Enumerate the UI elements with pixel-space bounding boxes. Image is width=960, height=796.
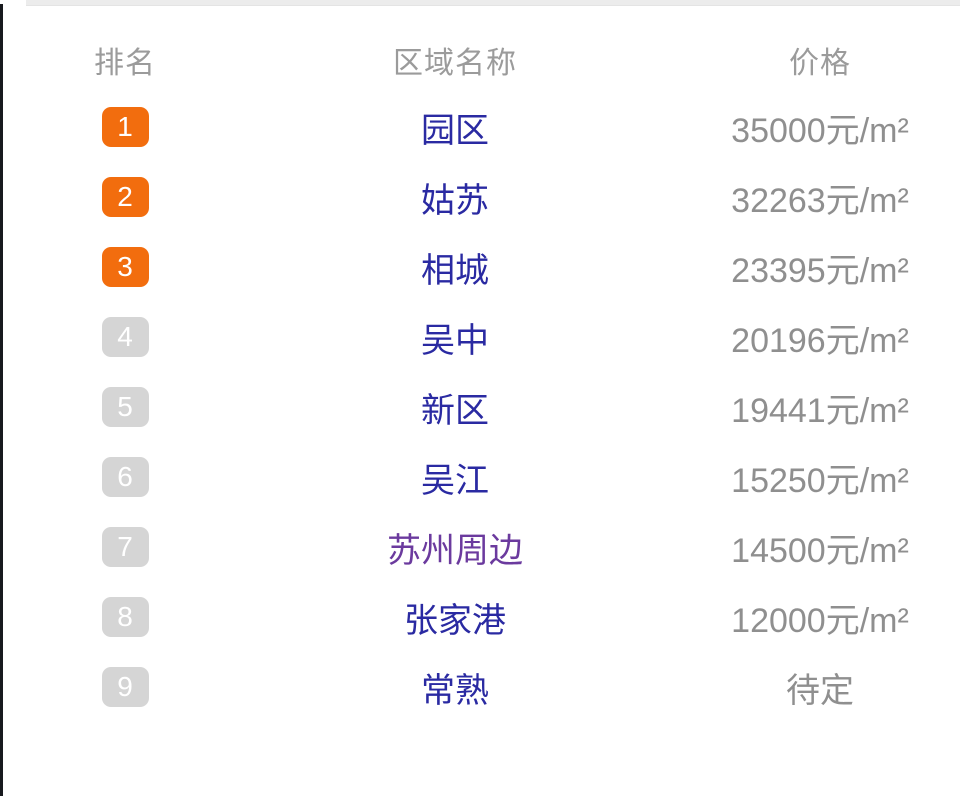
table-row: 6 吴江 15250元/m² (40, 442, 940, 512)
region-link[interactable]: 苏州周边 (387, 531, 523, 570)
rank-cell: 4 (40, 317, 210, 357)
table-header-row: 排名 区域名称 价格 (40, 27, 940, 92)
price-text: 15250元/m² (731, 461, 909, 500)
price-cell: 14500元/m² (700, 523, 940, 572)
table-row: 5 新区 19441元/m² (40, 372, 940, 442)
region-link[interactable]: 吴中 (421, 321, 489, 360)
column-header-rank: 排名 (94, 46, 156, 80)
rank-cell: 1 (40, 107, 210, 147)
table-row: 8 张家港 12000元/m² (40, 582, 940, 652)
price-text: 20196元/m² (731, 321, 909, 360)
region-link[interactable]: 吴江 (421, 461, 489, 500)
region-link[interactable]: 常熟 (421, 671, 489, 710)
ranking-table: 排名 区域名称 价格 1 园区 35000元/m² 2 姑苏 32263元/m²… (40, 0, 940, 722)
rank-cell: 7 (40, 527, 210, 567)
column-header-price: 价格 (789, 46, 851, 80)
table-row: 4 吴中 20196元/m² (40, 302, 940, 372)
table-row: 1 园区 35000元/m² (40, 92, 940, 162)
price-text: 35000元/m² (731, 111, 909, 150)
price-text: 14500元/m² (731, 531, 909, 570)
price-cell: 15250元/m² (700, 453, 940, 502)
region-cell: 园区 (210, 103, 700, 152)
rank-cell: 6 (40, 457, 210, 497)
rank-badge: 5 (101, 387, 149, 427)
price-text: 12000元/m² (731, 601, 909, 640)
region-link[interactable]: 相城 (421, 251, 489, 290)
rank-badge: 9 (101, 667, 149, 707)
region-cell: 吴中 (210, 313, 700, 362)
price-cell: 19441元/m² (700, 383, 940, 432)
rank-cell: 8 (40, 597, 210, 637)
price-text: 23395元/m² (731, 251, 909, 290)
region-link[interactable]: 姑苏 (421, 181, 489, 220)
table-row: 3 相城 23395元/m² (40, 232, 940, 302)
price-cell: 23395元/m² (700, 243, 940, 292)
rank-badge: 4 (101, 317, 149, 357)
region-cell: 相城 (210, 243, 700, 292)
price-text: 32263元/m² (731, 181, 909, 220)
top-divider (26, 0, 960, 6)
price-cell: 32263元/m² (700, 173, 940, 222)
rank-badge: 7 (101, 527, 149, 567)
rank-badge: 3 (101, 247, 149, 287)
left-edge-border (0, 4, 3, 796)
rank-badge: 8 (101, 597, 149, 637)
region-cell: 新区 (210, 383, 700, 432)
region-link[interactable]: 张家港 (404, 601, 506, 640)
rank-cell: 3 (40, 247, 210, 287)
price-cell: 待定 (700, 663, 940, 712)
column-header-region: 区域名称 (393, 46, 517, 80)
price-cell: 12000元/m² (700, 593, 940, 642)
table-row: 7 苏州周边 14500元/m² (40, 512, 940, 582)
region-link[interactable]: 园区 (421, 111, 489, 150)
region-cell: 吴江 (210, 453, 700, 502)
price-text: 待定 (786, 671, 854, 710)
table-row: 9 常熟 待定 (40, 652, 940, 722)
rank-badge: 2 (101, 177, 149, 217)
price-cell: 35000元/m² (700, 103, 940, 152)
price-cell: 20196元/m² (700, 313, 940, 362)
region-cell: 姑苏 (210, 173, 700, 222)
rank-badge: 1 (101, 107, 149, 147)
region-cell: 张家港 (210, 593, 700, 642)
rank-cell: 9 (40, 667, 210, 707)
rank-cell: 2 (40, 177, 210, 217)
region-cell: 苏州周边 (210, 523, 700, 572)
price-text: 19441元/m² (731, 391, 909, 430)
table-body: 1 园区 35000元/m² 2 姑苏 32263元/m² 3 相城 23395… (40, 92, 940, 722)
rank-badge: 6 (101, 457, 149, 497)
rank-cell: 5 (40, 387, 210, 427)
region-link[interactable]: 新区 (421, 391, 489, 430)
region-cell: 常熟 (210, 663, 700, 712)
table-row: 2 姑苏 32263元/m² (40, 162, 940, 232)
